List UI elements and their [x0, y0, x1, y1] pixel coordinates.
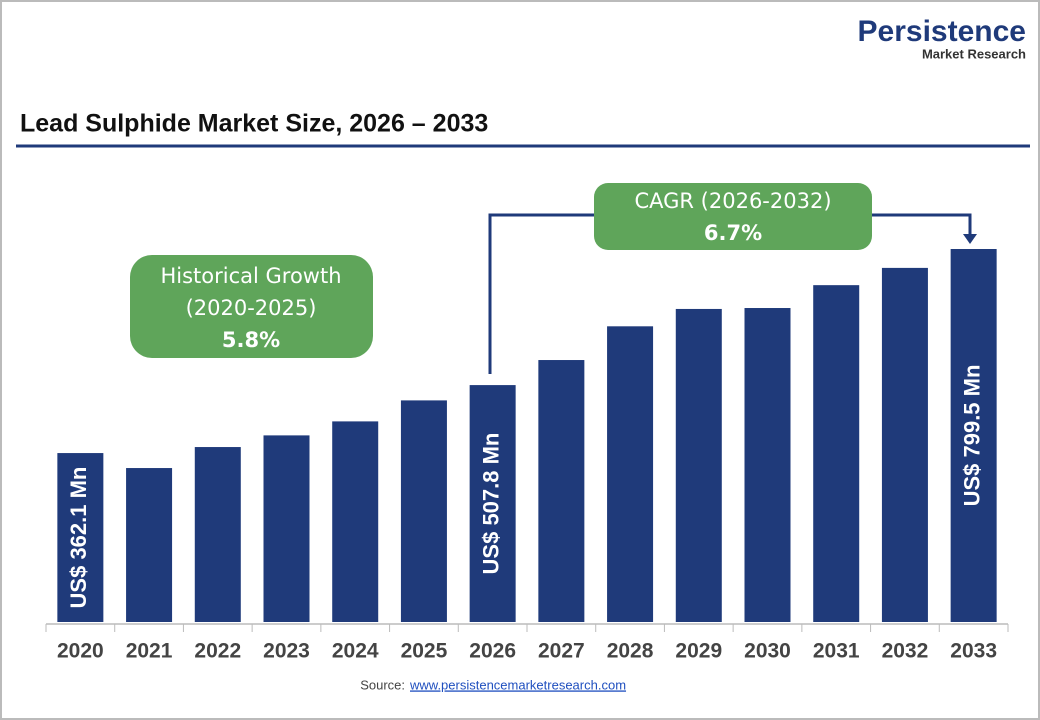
bar: [332, 421, 379, 622]
callout-value: 5.8%: [222, 328, 280, 352]
x-tick-label: 2021: [126, 640, 173, 663]
bar: [881, 267, 928, 622]
x-tick-label: 2024: [332, 640, 379, 663]
bar: [263, 435, 310, 622]
callout-value: 6.7%: [704, 221, 762, 245]
connector: [488, 213, 594, 374]
value-label: US$ 362.1 Mn: [66, 467, 91, 609]
connector: [872, 213, 972, 236]
bar: [400, 400, 447, 622]
source-prefix: Source:: [360, 677, 405, 692]
logo-brand: Persistence: [858, 15, 1026, 48]
x-tick-label: 2027: [538, 640, 585, 663]
callout-period: (2020-2025): [186, 296, 317, 320]
chart-title: Lead Sulphide Market Size, 2026 – 2033: [20, 110, 488, 138]
x-tick-label: 2029: [675, 640, 722, 663]
x-tick-label: 2028: [607, 640, 654, 663]
bar: [126, 468, 173, 622]
callout-box: [594, 183, 872, 250]
source-link[interactable]: www.persistencemarketresearch.com: [409, 677, 626, 692]
logo-sub: Market Research: [922, 46, 1026, 61]
callout-label: Historical Growth: [160, 264, 341, 288]
x-tick-label: 2026: [469, 640, 516, 663]
bar: [194, 447, 241, 622]
x-tick-label: 2020: [57, 640, 104, 663]
bar: [607, 326, 654, 622]
x-tick-label: 2023: [263, 640, 310, 663]
bar: [675, 308, 722, 622]
bar: [744, 308, 791, 622]
arrow-head: [963, 234, 977, 244]
value-label: US$ 799.5 Mn: [959, 365, 984, 507]
x-tick-label: 2032: [882, 640, 929, 663]
x-tick-label: 2025: [401, 640, 448, 663]
callout-label: CAGR (2026-2032): [634, 189, 831, 213]
bar: [538, 360, 585, 622]
value-label: US$ 507.8 Mn: [478, 433, 503, 575]
bar: [950, 249, 997, 622]
bar: [813, 285, 860, 622]
bar: [469, 385, 516, 622]
x-tick-label: 2031: [813, 640, 860, 663]
x-tick-label: 2022: [194, 640, 241, 663]
x-tick-label: 2030: [744, 640, 791, 663]
bar: [57, 453, 104, 622]
x-tick-label: 2033: [950, 640, 997, 663]
callout-box: [130, 255, 373, 358]
